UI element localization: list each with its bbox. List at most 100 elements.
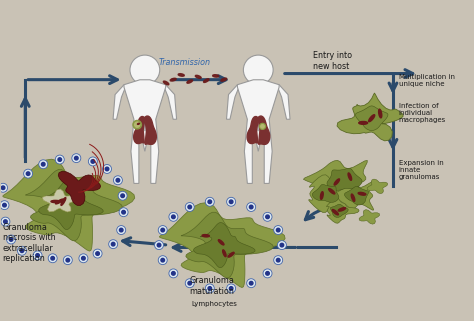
Circle shape bbox=[208, 200, 211, 204]
Circle shape bbox=[0, 201, 9, 210]
Bar bbox=[143, 121, 146, 130]
Circle shape bbox=[109, 240, 118, 249]
Polygon shape bbox=[39, 181, 103, 230]
Circle shape bbox=[263, 213, 272, 221]
Circle shape bbox=[249, 205, 253, 209]
Circle shape bbox=[227, 284, 236, 293]
Circle shape bbox=[276, 228, 280, 232]
Ellipse shape bbox=[332, 210, 338, 215]
Circle shape bbox=[4, 220, 7, 223]
Circle shape bbox=[102, 164, 111, 173]
Ellipse shape bbox=[348, 173, 352, 180]
Circle shape bbox=[155, 241, 164, 249]
Ellipse shape bbox=[334, 179, 339, 185]
Polygon shape bbox=[330, 204, 348, 217]
Text: Infection of
individual
macrophages: Infection of individual macrophages bbox=[399, 102, 446, 123]
Text: Entry into
new host: Entry into new host bbox=[313, 51, 352, 71]
Circle shape bbox=[66, 258, 70, 262]
Circle shape bbox=[169, 213, 178, 221]
Polygon shape bbox=[134, 117, 145, 143]
Polygon shape bbox=[181, 212, 273, 278]
Circle shape bbox=[161, 258, 164, 262]
Circle shape bbox=[82, 256, 85, 260]
Circle shape bbox=[0, 183, 8, 192]
Circle shape bbox=[246, 203, 255, 212]
Polygon shape bbox=[58, 171, 100, 205]
Circle shape bbox=[172, 215, 175, 219]
Polygon shape bbox=[113, 85, 127, 119]
Circle shape bbox=[277, 241, 286, 249]
Ellipse shape bbox=[137, 123, 139, 124]
Ellipse shape bbox=[359, 122, 368, 124]
Circle shape bbox=[41, 162, 45, 166]
Circle shape bbox=[135, 122, 140, 127]
Polygon shape bbox=[42, 189, 77, 212]
Polygon shape bbox=[145, 116, 156, 144]
Circle shape bbox=[33, 251, 42, 260]
Text: Granuloma
maturation: Granuloma maturation bbox=[190, 276, 235, 296]
Circle shape bbox=[18, 246, 27, 255]
Text: Granuloma
necrosis with
extracellular
replication: Granuloma necrosis with extracellular re… bbox=[2, 223, 55, 263]
Circle shape bbox=[266, 272, 269, 275]
Polygon shape bbox=[359, 210, 380, 224]
Circle shape bbox=[74, 156, 78, 160]
Ellipse shape bbox=[320, 192, 323, 199]
Polygon shape bbox=[3, 159, 135, 251]
Circle shape bbox=[188, 205, 191, 209]
Circle shape bbox=[266, 215, 269, 219]
Circle shape bbox=[229, 200, 233, 204]
Circle shape bbox=[91, 160, 95, 163]
Circle shape bbox=[246, 279, 255, 288]
Circle shape bbox=[243, 55, 273, 85]
Circle shape bbox=[205, 197, 214, 206]
Ellipse shape bbox=[228, 252, 234, 257]
Ellipse shape bbox=[223, 250, 226, 257]
Ellipse shape bbox=[203, 79, 209, 82]
Text: Multiplication in
unique niche: Multiplication in unique niche bbox=[399, 74, 455, 87]
Polygon shape bbox=[356, 106, 388, 131]
Polygon shape bbox=[194, 222, 255, 268]
Polygon shape bbox=[327, 168, 362, 190]
Circle shape bbox=[188, 282, 191, 285]
Ellipse shape bbox=[164, 81, 169, 85]
Ellipse shape bbox=[351, 194, 355, 201]
Ellipse shape bbox=[379, 109, 382, 118]
Circle shape bbox=[280, 243, 284, 247]
Circle shape bbox=[130, 55, 160, 85]
Circle shape bbox=[7, 235, 16, 244]
Circle shape bbox=[119, 208, 128, 217]
Circle shape bbox=[79, 254, 88, 263]
Polygon shape bbox=[163, 85, 177, 119]
Circle shape bbox=[118, 191, 127, 200]
Circle shape bbox=[3, 204, 6, 207]
Circle shape bbox=[273, 226, 283, 235]
Circle shape bbox=[36, 254, 39, 257]
Polygon shape bbox=[345, 187, 369, 205]
Ellipse shape bbox=[338, 208, 346, 211]
Circle shape bbox=[48, 254, 57, 263]
Ellipse shape bbox=[369, 115, 375, 122]
Circle shape bbox=[158, 226, 167, 235]
Circle shape bbox=[117, 226, 126, 235]
Circle shape bbox=[27, 172, 30, 176]
Text: Transmission: Transmission bbox=[159, 58, 211, 67]
Polygon shape bbox=[337, 93, 403, 141]
Circle shape bbox=[157, 243, 161, 247]
Circle shape bbox=[208, 287, 211, 290]
Bar bbox=[256, 121, 260, 130]
Polygon shape bbox=[367, 179, 388, 194]
Ellipse shape bbox=[61, 198, 66, 205]
Ellipse shape bbox=[195, 75, 201, 78]
Circle shape bbox=[185, 279, 194, 288]
Polygon shape bbox=[247, 117, 258, 143]
Circle shape bbox=[39, 160, 48, 169]
Circle shape bbox=[185, 203, 194, 212]
Circle shape bbox=[58, 158, 62, 161]
Polygon shape bbox=[330, 181, 374, 210]
Circle shape bbox=[276, 258, 280, 262]
Circle shape bbox=[169, 269, 178, 278]
Ellipse shape bbox=[51, 200, 60, 203]
Circle shape bbox=[119, 228, 123, 232]
Ellipse shape bbox=[328, 189, 335, 194]
Circle shape bbox=[113, 176, 122, 185]
